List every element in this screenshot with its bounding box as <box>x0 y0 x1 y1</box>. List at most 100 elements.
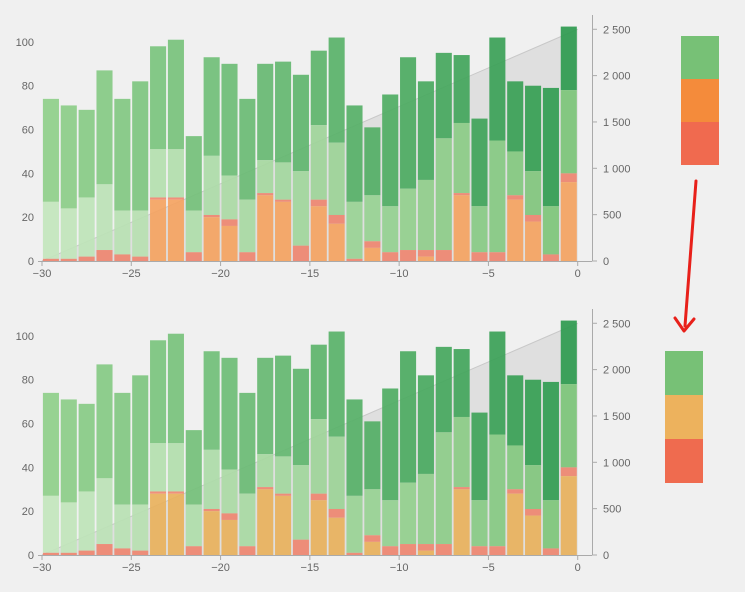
bar-total <box>275 355 292 457</box>
bar-middle <box>203 155 220 215</box>
bar-middle <box>78 491 95 551</box>
bar-middle <box>525 171 542 215</box>
bar-red <box>453 487 470 490</box>
bar-total <box>42 98 59 202</box>
bar-red <box>453 193 470 196</box>
y-tick-label: 80 <box>22 375 34 387</box>
area-line <box>41 28 578 262</box>
bar-total <box>96 364 113 479</box>
bar-total <box>203 351 220 450</box>
bar-red <box>328 508 345 518</box>
bar-total <box>346 105 363 202</box>
bar-total <box>150 340 167 444</box>
bar-red <box>328 214 345 224</box>
bar-total <box>507 375 524 446</box>
bar-middle <box>310 125 327 200</box>
bar-total <box>239 392 256 494</box>
bar-middle <box>525 465 542 509</box>
bar-red <box>257 487 274 490</box>
bar-middle <box>42 201 59 259</box>
y2-tick-label: 2 500 <box>603 318 631 330</box>
bar-red <box>185 252 202 261</box>
bar-total <box>542 87 559 207</box>
x-tick-label: −10 <box>390 268 409 280</box>
bar-middle <box>78 197 95 257</box>
bar-total <box>417 81 434 180</box>
bar-total <box>257 63 274 161</box>
bar-red <box>542 254 559 261</box>
bar-middle <box>239 199 256 253</box>
bar-middle <box>560 384 577 468</box>
y2-tick-label: 1 000 <box>603 163 631 175</box>
bar-middle <box>185 504 202 547</box>
bar-red <box>203 214 220 218</box>
bar-total <box>560 320 577 385</box>
bar-total <box>346 399 363 496</box>
bar-total <box>185 136 202 211</box>
bar-orange <box>167 493 184 555</box>
bar-orange <box>275 495 292 555</box>
bar-middle <box>542 500 559 549</box>
y2-tick-label: 2 000 <box>603 365 631 377</box>
bar-middle <box>489 434 506 547</box>
bar-red <box>185 546 202 555</box>
bar-middle <box>60 502 77 553</box>
bar-red <box>167 197 184 200</box>
bar-middle <box>275 162 292 200</box>
bar-orange <box>328 517 345 555</box>
bar-red <box>525 214 542 222</box>
legend-swatch <box>681 36 719 79</box>
bar-orange <box>525 221 542 261</box>
bar-red <box>132 550 149 555</box>
bar-middle <box>542 206 559 255</box>
bar-total <box>292 74 309 172</box>
bar-middle <box>382 206 399 253</box>
bar-middle <box>471 500 488 547</box>
legend-swatch <box>681 122 719 165</box>
bar-red <box>364 241 381 248</box>
bar-middle <box>435 138 452 251</box>
bar-total <box>382 388 399 501</box>
bar-orange <box>257 489 274 555</box>
bar-middle <box>132 210 149 257</box>
bar-total <box>275 61 292 163</box>
bar-middle <box>150 149 167 198</box>
bar-middle <box>167 149 184 198</box>
y-tick-label: 60 <box>22 419 34 431</box>
x-tick-label: −30 <box>33 268 52 280</box>
bar-orange <box>310 206 327 261</box>
bar-red <box>275 493 292 496</box>
x-tick-label: −10 <box>390 562 409 574</box>
bar-middle <box>292 465 309 540</box>
bar-total <box>239 98 256 200</box>
bar-middle <box>417 473 434 545</box>
bar-orange <box>310 500 327 555</box>
bar-total <box>257 357 274 455</box>
bar-total <box>400 351 417 483</box>
bar-middle <box>114 504 131 549</box>
bar-red <box>150 197 167 200</box>
bar-middle <box>507 151 524 196</box>
y2-tick-label: 2 500 <box>603 24 631 36</box>
y2-tick-label: 500 <box>603 210 621 222</box>
area-line <box>41 322 578 556</box>
bar-middle <box>132 504 149 551</box>
legend-swatches-bottom <box>665 351 703 483</box>
bar-middle <box>560 90 577 174</box>
legend-swatch <box>665 395 703 439</box>
bar-total <box>132 81 149 211</box>
legend-swatch <box>681 79 719 122</box>
bar-red <box>114 254 131 261</box>
bar-middle <box>346 201 363 259</box>
bar-orange <box>364 247 381 261</box>
bar-red <box>203 508 220 512</box>
bar-total <box>382 94 399 207</box>
bar-middle <box>507 445 524 490</box>
bar-middle <box>453 416 470 488</box>
bar-total <box>167 333 184 444</box>
bar-red <box>42 258 59 261</box>
x-tick-label: −25 <box>122 268 141 280</box>
bar-red <box>400 544 417 555</box>
